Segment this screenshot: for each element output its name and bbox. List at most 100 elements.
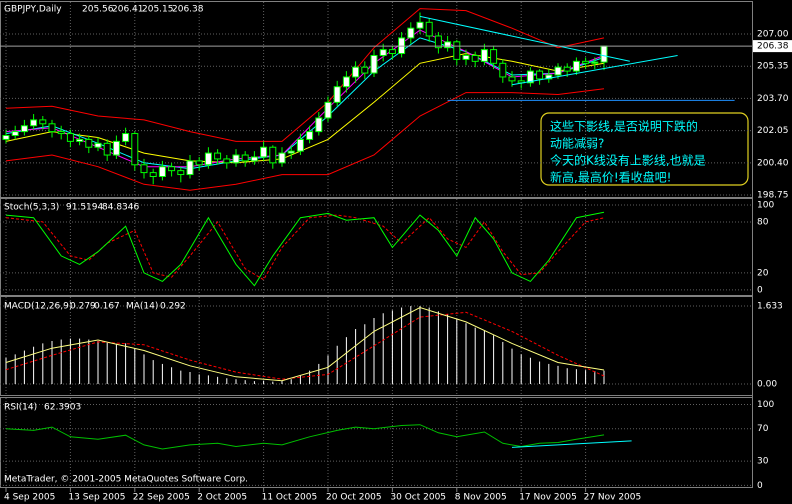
y-tick-label: 198.75	[757, 191, 789, 201]
candle-body	[269, 146, 277, 164]
candle-body	[526, 70, 534, 84]
candle-body	[591, 61, 599, 64]
x-tick-label: 17 Nov 2005	[519, 493, 577, 503]
candle-body	[48, 123, 56, 133]
candle-body	[278, 152, 286, 164]
indicator-label: RSI(14)	[4, 403, 37, 413]
candle-body	[425, 21, 433, 37]
candle-body	[296, 138, 304, 152]
candle-body	[11, 131, 19, 137]
candle-body	[250, 156, 258, 162]
ohlc-value: 206.41	[112, 5, 144, 15]
indicator-label: Stoch(5,3,3)	[4, 203, 59, 213]
candle-body	[112, 140, 120, 156]
candle-body	[536, 70, 544, 80]
candle-body	[407, 27, 415, 39]
candle-body	[563, 66, 571, 72]
y-tick-label: 100	[757, 200, 774, 210]
trendline	[511, 55, 678, 86]
y-tick-label: 70	[757, 424, 769, 434]
candle-body	[287, 150, 295, 154]
y-tick-label: 80	[757, 217, 769, 227]
y-tick-label: 0	[757, 285, 763, 295]
candle-body	[140, 164, 148, 174]
candle-body	[416, 21, 424, 29]
indicator-label: MACD(12,26,9)	[4, 302, 72, 312]
candle-body	[370, 54, 378, 74]
y-tick-label: 200.40	[757, 158, 789, 168]
y-tick-label: 20	[757, 268, 769, 278]
candle-body	[444, 41, 452, 49]
indicator-value: 0.292	[160, 302, 186, 312]
x-tick-label: 8 Nov 2005	[455, 493, 507, 503]
x-tick-label: 22 Sep 2005	[133, 493, 190, 503]
candle-body	[94, 142, 102, 148]
candle-body	[499, 62, 507, 78]
candle-body	[57, 131, 65, 135]
candle-body	[76, 138, 84, 142]
indicator-label: MA(14)	[126, 302, 158, 312]
ohlc-value: 206.38	[172, 5, 204, 15]
ohlc-value: 205.15	[142, 5, 174, 15]
candle-body	[2, 135, 10, 140]
candle-body	[333, 86, 341, 103]
annotation-line: 这些下影线,是否说明下跌的	[550, 119, 698, 134]
indicator-value: 84.8346	[102, 203, 139, 213]
y-tick-label: 202.05	[757, 126, 789, 136]
indicator-value: 91.5194	[66, 203, 103, 213]
y-tick-label: 207.00	[757, 30, 789, 40]
candle-body	[241, 154, 249, 162]
candle-body	[204, 152, 212, 166]
candle-body	[361, 66, 369, 74]
candle-body	[306, 131, 314, 140]
candle-body	[508, 76, 516, 82]
candle-body	[177, 170, 185, 176]
candle-body	[122, 133, 130, 142]
annotation-line: 今天的K线没有上影线,也就是	[550, 153, 706, 168]
candle-body	[572, 60, 580, 72]
candle-body	[158, 166, 166, 178]
candle-body	[85, 138, 93, 148]
candle-body	[434, 35, 442, 49]
rsi-line	[5, 424, 605, 450]
candle-body	[103, 142, 111, 156]
indicator-value: 0.279	[70, 302, 96, 312]
candle-body	[471, 54, 479, 62]
candle-body	[232, 154, 240, 164]
candle-body	[462, 54, 470, 60]
current-price-label: 206.38	[757, 42, 789, 52]
candle-body	[214, 152, 222, 160]
x-tick-label: 4 Sep 2005	[4, 493, 55, 503]
candle-body	[186, 160, 194, 176]
candle-body	[453, 41, 461, 60]
y-tick-label: 100	[757, 400, 774, 410]
candle-body	[480, 49, 488, 62]
candle-body	[490, 49, 498, 64]
y-tick-label: 0.00	[757, 380, 777, 390]
candle-body	[66, 133, 74, 142]
indicator-line	[5, 8, 605, 142]
candle-body	[39, 119, 47, 125]
candle-body	[582, 60, 590, 64]
x-tick-label: 27 Nov 2005	[584, 493, 642, 503]
macd-ma	[5, 306, 605, 382]
candle-body	[131, 133, 139, 166]
y-tick-label: 203.70	[757, 94, 789, 104]
y-tick-label: 0	[757, 481, 763, 491]
macd-signal	[5, 311, 605, 380]
ohlc-value: 205.56	[82, 5, 114, 15]
trendline	[419, 15, 630, 62]
candle-body	[352, 66, 360, 78]
annotation-line: 动能减弱?	[550, 137, 604, 151]
y-tick-label: 205.35	[757, 62, 789, 72]
x-tick-label: 20 Oct 2005	[326, 493, 382, 503]
rsi-trendline	[511, 440, 632, 448]
candle-body	[30, 119, 38, 127]
candle-body	[149, 172, 157, 178]
indicator-value: 62.3903	[44, 403, 81, 413]
current-price-box	[753, 40, 792, 53]
x-tick-label: 30 Oct 2005	[390, 493, 446, 503]
candle-body	[223, 158, 231, 164]
